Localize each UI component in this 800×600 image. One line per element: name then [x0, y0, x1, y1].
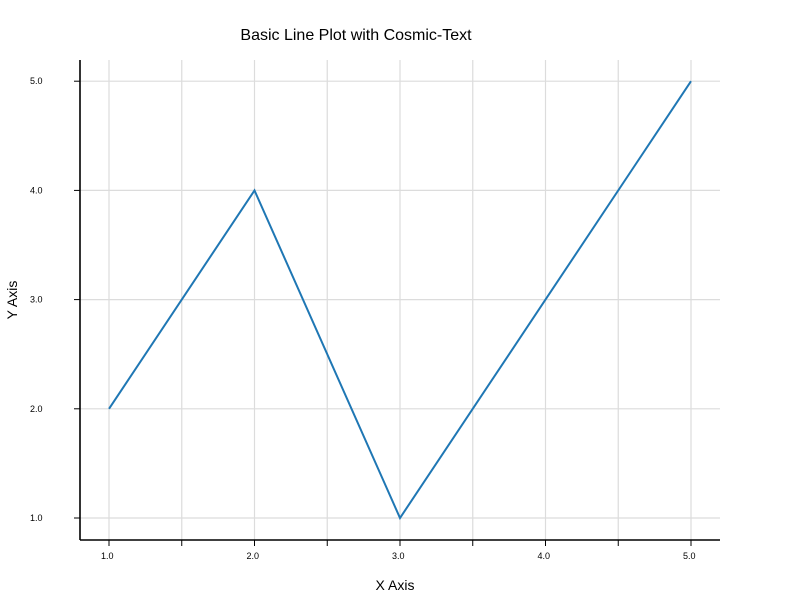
x-tick-label: 4.0: [538, 551, 551, 561]
x-tick-label: 2.0: [247, 551, 260, 561]
data-point: [545, 299, 547, 301]
chart-title: Basic Line Plot with Cosmic-Text: [240, 27, 472, 44]
x-tick-label: 5.0: [683, 551, 696, 561]
y-tick-label: 4.0: [30, 185, 43, 195]
grid: [80, 60, 720, 540]
ticks: 1.0 2.0 3.0 4.0 5.0 1.0 2.0 3.0 4.0 5.0: [30, 76, 696, 561]
y-tick-label: 5.0: [30, 76, 43, 86]
y-axis-label: Y Axis: [4, 281, 20, 320]
y-tick-label: 3.0: [30, 295, 43, 305]
x-tick-label: 1.0: [101, 551, 114, 561]
x-axis-label: X Axis: [376, 577, 415, 593]
series: [108, 80, 692, 521]
y-tick-label: 2.0: [30, 404, 43, 414]
y-tick-label: 1.0: [30, 513, 43, 523]
data-point: [254, 189, 256, 191]
data-point: [399, 517, 401, 519]
data-point: [108, 408, 110, 410]
x-tick-label: 3.0: [392, 551, 405, 561]
data-point: [690, 80, 692, 82]
series-line: [108, 80, 692, 521]
